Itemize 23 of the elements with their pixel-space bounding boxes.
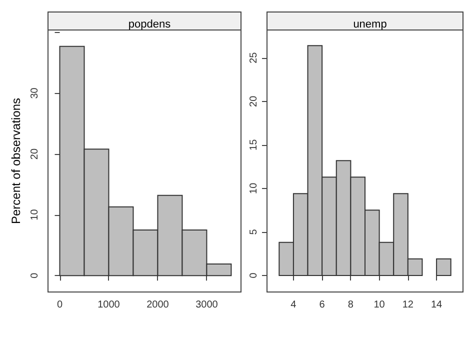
y-tick-label: 30 — [30, 87, 40, 99]
x-tick-label: 10 — [374, 300, 386, 310]
y-tick-label: 5 — [248, 228, 260, 235]
x-tick-label: 8 — [348, 300, 354, 310]
y-tick-label: 15 — [248, 138, 260, 150]
x-tick-label: 14 — [430, 300, 443, 310]
x-tick-label: 12 — [402, 300, 414, 310]
x-tick-label: 2000 — [146, 300, 170, 310]
y-tick-label: 0 — [248, 272, 260, 278]
x-tick-label: 4 — [290, 300, 297, 310]
y-axis-title: Percent of observations — [9, 98, 24, 224]
y-tick-label: 10 — [248, 182, 260, 194]
y-tick-label: 20 — [248, 95, 260, 107]
y-tick-label: 10 — [30, 208, 40, 220]
x-tick-label: 1000 — [98, 300, 120, 310]
y-tick-label: 25 — [248, 52, 260, 64]
x-tick-label: 6 — [319, 300, 326, 310]
x-tick-label: 0 — [56, 300, 63, 310]
x-tick-label: 3000 — [196, 300, 218, 310]
y-tick-label: 0 — [30, 272, 40, 278]
chart-title: unemp — [353, 18, 387, 30]
chart-title: popdens — [128, 18, 172, 30]
y-tick-label: 20 — [30, 148, 40, 160]
